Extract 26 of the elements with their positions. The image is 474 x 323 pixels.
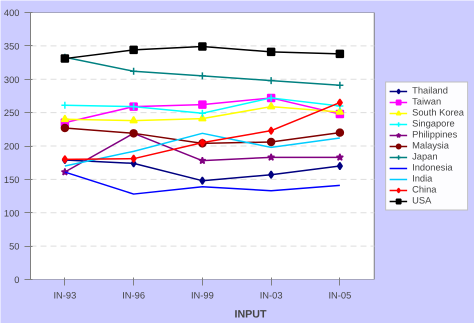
legend-label: Singapore: [412, 118, 455, 129]
legend-label: Malaysia: [412, 140, 449, 151]
legend-label: Philippines: [412, 129, 458, 140]
x-tick-label: IN-05: [328, 290, 352, 300]
y-tick-label: 350: [4, 41, 20, 52]
legend-label: India: [412, 173, 432, 184]
legend-label: USA: [412, 195, 432, 206]
legend-label: Taiwan: [412, 96, 442, 107]
y-tick-label: 250: [4, 108, 20, 118]
y-tick-label: 150: [4, 174, 20, 185]
y-tick-label: 50: [9, 242, 20, 252]
legend-label: China: [412, 184, 436, 195]
legend-label: Japan: [412, 151, 438, 162]
y-tick-label: 200: [4, 142, 20, 152]
y-tick-label: 0: [14, 275, 20, 285]
legend-label: Indonesia: [412, 162, 453, 173]
legend-label: Thailand: [412, 85, 448, 96]
y-tick-label: 300: [4, 74, 20, 85]
legend-label: South Korea: [412, 107, 464, 118]
x-tick-label: IN-03: [260, 290, 283, 300]
y-tick-label: 400: [4, 8, 20, 18]
x-axis-title: INPUT: [234, 308, 267, 320]
x-tick-label: IN-96: [122, 290, 146, 300]
x-tick-label: IN-99: [190, 290, 214, 300]
x-tick-label: IN-93: [53, 290, 76, 300]
y-tick-label: 100: [4, 208, 20, 218]
